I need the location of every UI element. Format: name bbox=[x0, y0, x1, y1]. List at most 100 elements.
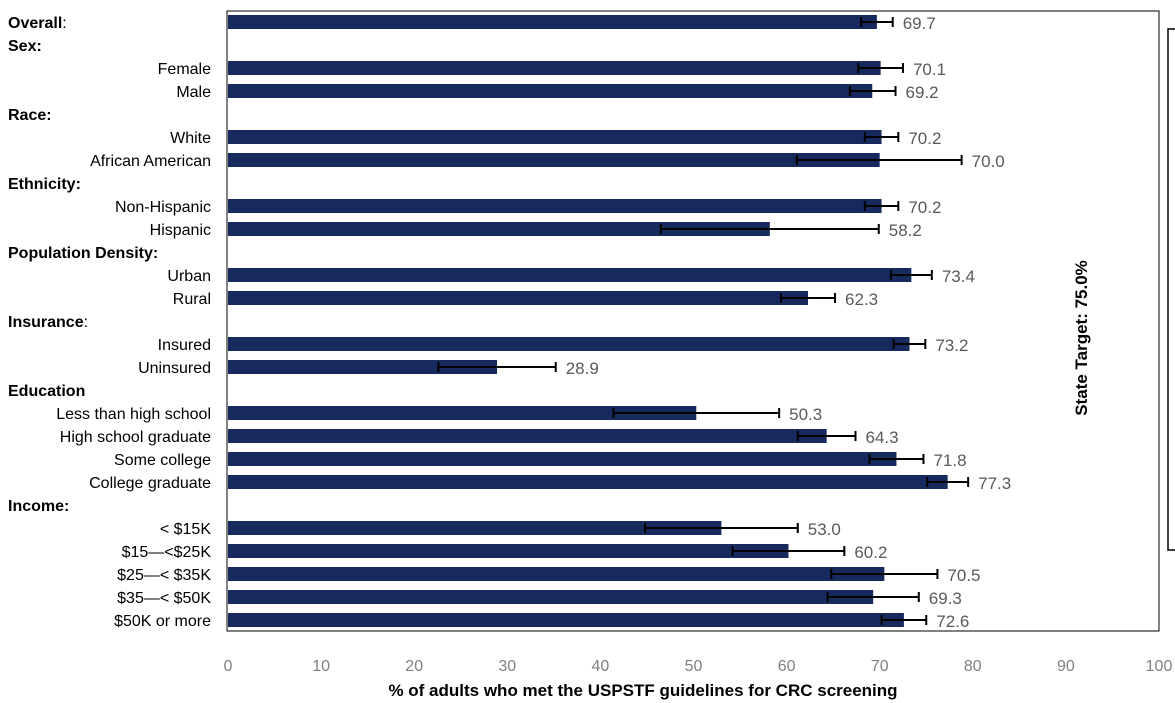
value-label: 64.3 bbox=[865, 428, 898, 447]
x-tick-label: 30 bbox=[498, 658, 516, 675]
value-label: 69.2 bbox=[906, 83, 939, 102]
error-bar bbox=[659, 224, 880, 234]
error-bar bbox=[860, 17, 894, 27]
category-labels-layer: Overall: Sex: Female Male Race: White African … bbox=[8, 15, 211, 630]
value-label: 70.2 bbox=[908, 198, 941, 217]
category-label: Non-Hispanic bbox=[115, 199, 211, 216]
group-heading: Income: bbox=[8, 498, 69, 515]
error-bar bbox=[826, 592, 920, 602]
error-bar bbox=[644, 523, 799, 533]
error-bar bbox=[868, 454, 925, 464]
x-tick-label: 70 bbox=[871, 658, 889, 675]
x-tick-label: 60 bbox=[778, 658, 796, 675]
category-label: $15—<$25K bbox=[122, 544, 212, 561]
value-label: 72.6 bbox=[936, 612, 969, 631]
value-label: 28.9 bbox=[566, 359, 599, 378]
group-heading: Population Density: bbox=[8, 245, 158, 262]
category-label: < $15K bbox=[160, 521, 211, 538]
state-target-box-outline bbox=[1167, 28, 1175, 551]
error-bar bbox=[795, 155, 963, 165]
value-label: 71.8 bbox=[933, 451, 966, 470]
plot-frame bbox=[226, 10, 1160, 632]
group-heading: Insurance: bbox=[8, 314, 88, 331]
error-bar bbox=[880, 615, 928, 625]
category-label: Insured bbox=[158, 337, 211, 354]
state-target-box: State Target: 75.0% bbox=[1072, 28, 1175, 551]
category-label: Less than high school bbox=[56, 406, 211, 423]
value-label: 58.2 bbox=[889, 221, 922, 240]
bar bbox=[228, 291, 809, 305]
category-label: Urban bbox=[167, 268, 211, 285]
value-label: 62.3 bbox=[845, 290, 878, 309]
error-bar bbox=[780, 293, 837, 303]
category-label: High school graduate bbox=[60, 429, 211, 446]
value-label: 70.0 bbox=[972, 152, 1005, 171]
error-bar bbox=[848, 86, 897, 96]
error-bar bbox=[612, 408, 781, 418]
value-label: 69.3 bbox=[929, 589, 962, 608]
x-axis-title: % of adults who met the USPSTF guideline… bbox=[388, 681, 897, 700]
category-label: Male bbox=[176, 84, 211, 101]
bar bbox=[228, 613, 904, 627]
bar bbox=[228, 590, 874, 604]
category-label: Hispanic bbox=[150, 222, 211, 239]
state-target-label: State Target: 75.0% bbox=[1072, 260, 1091, 416]
x-tick-label: 40 bbox=[592, 658, 610, 675]
category-label: White bbox=[170, 130, 211, 147]
bar bbox=[228, 268, 912, 282]
bar bbox=[228, 360, 498, 374]
group-heading: Overall: bbox=[8, 15, 67, 32]
value-label: 70.1 bbox=[913, 60, 946, 79]
bar bbox=[228, 521, 722, 535]
group-heading: Ethnicity: bbox=[8, 176, 81, 193]
bar bbox=[228, 153, 880, 167]
value-label: 60.2 bbox=[854, 543, 887, 562]
category-label: $25—< $35K bbox=[117, 567, 211, 584]
error-bar bbox=[892, 339, 927, 349]
category-label: Some college bbox=[114, 452, 211, 469]
bar bbox=[228, 475, 948, 489]
value-label: 69.7 bbox=[903, 14, 936, 33]
category-label: Female bbox=[158, 61, 211, 78]
group-heading: Race: bbox=[8, 107, 52, 124]
bars-layer: 69.7 70.1 69.2 70.2 70.0 70.2 58.2 73.4 62.3 73.2… bbox=[228, 14, 1011, 631]
value-label: 77.3 bbox=[978, 474, 1011, 493]
category-label: Uninsured bbox=[138, 360, 211, 377]
error-bar bbox=[863, 132, 900, 142]
bar bbox=[228, 61, 881, 75]
bar bbox=[228, 130, 882, 144]
x-tick-label: 50 bbox=[685, 658, 703, 675]
error-bar bbox=[857, 63, 904, 73]
group-heading: Education bbox=[8, 383, 85, 400]
x-tick-label: 100 bbox=[1146, 658, 1173, 675]
value-label: 70.5 bbox=[947, 566, 980, 585]
x-tick-label: 20 bbox=[405, 658, 423, 675]
bar bbox=[228, 199, 882, 213]
bar bbox=[228, 544, 789, 558]
value-label: 73.4 bbox=[942, 267, 975, 286]
group-heading: Sex: bbox=[8, 38, 42, 55]
error-bar bbox=[830, 569, 939, 579]
bar bbox=[228, 222, 770, 236]
x-tick-label: 10 bbox=[312, 658, 330, 675]
bar bbox=[228, 406, 697, 420]
value-label: 70.2 bbox=[908, 129, 941, 148]
x-tick-label: 0 bbox=[224, 658, 233, 675]
bar bbox=[228, 337, 910, 351]
category-label: $50K or more bbox=[114, 613, 211, 630]
error-bar bbox=[731, 546, 846, 556]
error-bar bbox=[863, 201, 900, 211]
error-bar bbox=[796, 431, 857, 441]
bar bbox=[228, 84, 873, 98]
value-label: 73.2 bbox=[935, 336, 968, 355]
error-bar bbox=[889, 270, 933, 280]
bar bbox=[228, 15, 877, 29]
value-label: 50.3 bbox=[789, 405, 822, 424]
bar bbox=[228, 452, 897, 466]
category-label: College graduate bbox=[89, 475, 211, 492]
category-label: African American bbox=[90, 153, 211, 170]
bar bbox=[228, 567, 885, 581]
bar bbox=[228, 429, 827, 443]
error-bar bbox=[437, 362, 557, 372]
